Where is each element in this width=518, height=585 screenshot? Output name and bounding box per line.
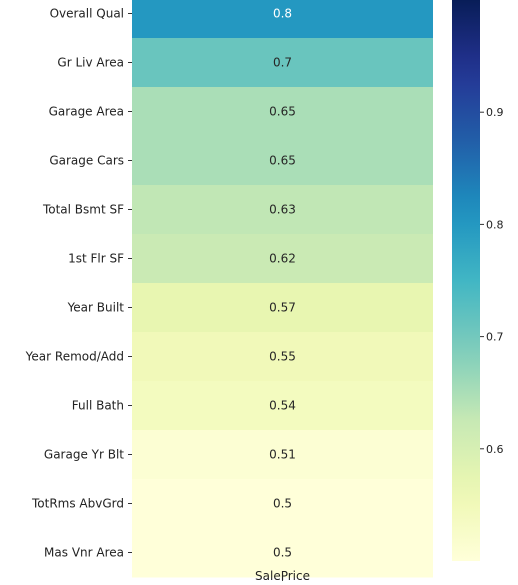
row-label: Full Bath bbox=[72, 399, 124, 413]
cell-annotation: 0.62 bbox=[269, 252, 296, 266]
cell-annotation: 0.5 bbox=[273, 546, 292, 560]
cell-annotation: 0.5 bbox=[273, 497, 292, 511]
row-labels: Overall Qual Gr Liv Area Garage Area Garage… bbox=[25, 7, 132, 560]
colorbar-tick-label: 0.8 bbox=[486, 218, 504, 231]
heatmap-cell-year-remod-add bbox=[132, 332, 433, 382]
cell-annotation: 0.7 bbox=[273, 56, 292, 70]
row-label: 1st Flr SF bbox=[68, 252, 124, 266]
row-label: Garage Area bbox=[49, 105, 124, 119]
row-label: Garage Cars bbox=[49, 154, 124, 168]
colorbar-tick-label: 0.6 bbox=[486, 443, 504, 456]
cell-annotation: 0.63 bbox=[269, 203, 296, 217]
cell-annotation: 0.65 bbox=[269, 154, 296, 168]
colorbar-gradient bbox=[452, 0, 480, 561]
row-label: TotRms AbvGrd bbox=[31, 497, 124, 511]
heatmap-cells: 0.8 0.7 0.65 0.65 0.63 0.62 0.57 0.55 0.54 0.51 0.… bbox=[132, 0, 433, 578]
row-label: Year Built bbox=[67, 301, 125, 315]
cell-annotation: 0.55 bbox=[269, 350, 296, 364]
row-label: Gr Liv Area bbox=[57, 56, 124, 70]
cell-annotation: 0.57 bbox=[269, 301, 296, 315]
heatmap-cell-year-built bbox=[132, 283, 433, 333]
heatmap-cell-total-bsmt-sf bbox=[132, 185, 433, 235]
colorbar-tick-label: 0.9 bbox=[486, 106, 504, 119]
row-label: Total Bsmt SF bbox=[42, 203, 124, 217]
heatmap-cell-garage-area bbox=[132, 87, 433, 137]
row-label: Overall Qual bbox=[50, 7, 124, 21]
heatmap-cell-garage-yr-blt bbox=[132, 430, 433, 480]
heatmap-cell-totrms-abvgrd bbox=[132, 479, 433, 529]
row-label: Garage Yr Blt bbox=[44, 448, 124, 462]
row-label: Mas Vnr Area bbox=[44, 546, 124, 560]
row-label: Year Remod/Add bbox=[25, 350, 124, 364]
cell-annotation: 0.65 bbox=[269, 105, 296, 119]
heatmap-cell-1st-flr-sf bbox=[132, 234, 433, 284]
colorbar-tick-label: 0.7 bbox=[486, 331, 504, 344]
heatmap-cell-garage-cars bbox=[132, 136, 433, 186]
heatmap-cell-overall-qual bbox=[132, 0, 433, 39]
heatmap-cell-gr-liv-area bbox=[132, 38, 433, 88]
x-tick-label: SalePrice bbox=[255, 569, 310, 583]
cell-annotation: 0.54 bbox=[269, 399, 296, 413]
heatmap-cell-full-bath bbox=[132, 381, 433, 431]
x-axis: SalePrice bbox=[255, 569, 310, 583]
cell-annotation: 0.51 bbox=[269, 448, 296, 462]
colorbar: 0.6 0.7 0.8 0.9 bbox=[452, 0, 504, 561]
heatmap-cell-mas-vnr-area bbox=[132, 528, 433, 578]
cell-annotation: 0.8 bbox=[273, 7, 292, 21]
